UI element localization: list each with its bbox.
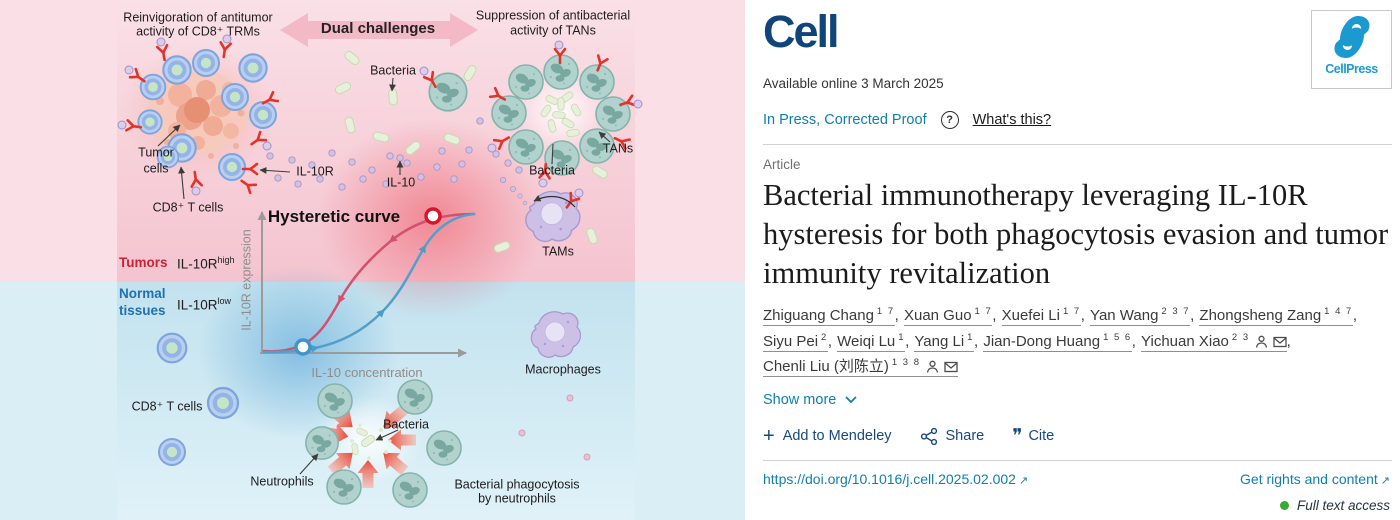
open-access-dot-icon xyxy=(1279,500,1289,510)
external-link-icon: ↗ xyxy=(1380,474,1390,487)
divider-top xyxy=(763,144,1392,146)
cellpress-logo[interactable]: CellPress xyxy=(1311,10,1392,89)
normal-tissues-label-line2: tissues xyxy=(119,303,166,318)
article-panel: Cell CellPress Available online 3 March … xyxy=(745,0,1400,520)
author-link[interactable]: Weiqi Lu 1 xyxy=(837,331,906,352)
tumors-il10r-high: IL-10Rhigh xyxy=(177,255,235,272)
cd8-bottom-label: CD8⁺ T cells xyxy=(131,399,203,414)
figure-header-left-line2: activity of CD8⁺ TRMs xyxy=(136,24,260,39)
cellpress-icon xyxy=(1333,16,1370,58)
normal-tissues-label-line1: Normal xyxy=(119,286,166,301)
tumor-cells-label-line1: Tumor xyxy=(138,145,174,160)
tumors-label: Tumors xyxy=(119,255,168,270)
in-press-link[interactable]: In Press, Corrected Proof xyxy=(763,112,927,129)
author-link[interactable]: Yang Li 1 xyxy=(914,331,974,352)
phagocytosis-burst xyxy=(318,401,416,488)
phagocytosis-label-line2: by neutrophils xyxy=(478,491,556,506)
y-axis-label: IL-10R expression xyxy=(239,229,254,331)
hysteresis-plot xyxy=(257,207,476,358)
bacteria-cluster-label: Bacteria xyxy=(529,163,575,178)
external-link-icon: ↗ xyxy=(1018,474,1029,487)
tam-cell xyxy=(492,150,584,243)
cell-journal-logo[interactable]: Cell xyxy=(763,6,840,57)
tans-label: TANs xyxy=(602,141,634,156)
author-link-corresponding[interactable]: Chenli Liu (刘陈立) 1 3 8 xyxy=(763,357,958,378)
share-icon xyxy=(920,427,937,445)
doi-link[interactable]: https://doi.org/10.1016/j.cell.2025.02.0… xyxy=(763,470,1029,487)
low-state-dot xyxy=(294,338,312,356)
person-icon xyxy=(1255,335,1267,348)
author-link[interactable]: Xuefei Li 1 7 xyxy=(1001,306,1081,327)
author-link-corresponding[interactable]: Yichuan Xiao 2 3 xyxy=(1141,332,1287,352)
show-more-button[interactable]: Show more xyxy=(763,392,857,408)
hysteretic-curve-title: Hysteretic curve xyxy=(267,207,401,227)
person-icon xyxy=(926,360,938,373)
high-state-dot xyxy=(424,207,442,225)
normal-il10r-low: IL-10Rlow xyxy=(177,296,232,313)
cellpress-wordmark: CellPress xyxy=(1325,62,1378,76)
author-link[interactable]: Siyu Pei 2 xyxy=(763,331,828,352)
cd8-top-label: CD8⁺ T cells xyxy=(152,200,224,215)
author-link[interactable]: Jian-Dong Huang 1 5 6 xyxy=(983,331,1132,352)
author-link[interactable]: Xuan Guo 1 7 xyxy=(903,306,993,327)
neutrophils-label: Neutrophils xyxy=(250,474,314,489)
email-icon xyxy=(1272,336,1287,347)
divider-bottom xyxy=(763,459,1392,461)
graphical-abstract-art xyxy=(0,0,745,520)
label-arrows xyxy=(157,77,611,475)
dual-challenges-arrow xyxy=(280,13,478,47)
tumor-cells-label-line2: cells xyxy=(143,161,169,176)
whats-this-link[interactable]: What's this? xyxy=(972,112,1052,129)
il10-label: IL-10 xyxy=(386,175,416,190)
figure-header-right-line2: activity of TANs xyxy=(510,23,596,38)
il10r-label: IL-10R xyxy=(296,164,334,179)
status-row: In Press, Corrected Proof ? What's this? xyxy=(763,111,1392,130)
help-circle-icon[interactable]: ? xyxy=(940,111,959,130)
action-toolbar: + Add to Mendeley Share ❞ Cite xyxy=(763,425,1392,448)
author-link[interactable]: Zhongsheng Zang 1 4 7 xyxy=(1199,306,1353,327)
graphical-abstract: Reinvigoration of antitumor activity of … xyxy=(0,0,745,520)
rights-link[interactable]: Get rights and content ↗ xyxy=(1240,470,1390,487)
available-online-date: Available online 3 March 2025 xyxy=(763,76,944,92)
quote-icon: ❞ xyxy=(1012,425,1022,447)
author-list: Zhiguang Chang 1 7, Xuan Guo 1 7, Xuefei L… xyxy=(763,306,1357,378)
dual-challenges-label: Dual challenges xyxy=(320,20,436,38)
cite-button[interactable]: ❞ Cite xyxy=(1012,425,1055,447)
bacteria-bottom-label: Bacteria xyxy=(383,417,429,432)
x-axis-label: IL-10 concentration xyxy=(311,365,423,381)
share-button[interactable]: Share xyxy=(920,427,984,445)
article-type: Article xyxy=(763,157,801,173)
doi-row: https://doi.org/10.1016/j.cell.2025.02.0… xyxy=(763,471,1392,487)
figure-header-left-line1: Reinvigoration of antitumor xyxy=(123,10,273,25)
bacteria-top-label: Bacteria xyxy=(370,63,416,78)
add-to-mendeley-button[interactable]: + Add to Mendeley xyxy=(763,425,892,448)
email-icon xyxy=(943,362,958,373)
article-title: Bacterial immunotherapy leveraging IL-10… xyxy=(763,178,1389,291)
plus-icon: + xyxy=(763,425,775,448)
phagocytosis-label-line1: Bacterial phagocytosis xyxy=(454,477,580,492)
author-link[interactable]: Yan Wang 2 3 7 xyxy=(1090,306,1191,327)
access-row: Full text access xyxy=(763,498,1392,513)
access-label: Full text access xyxy=(1296,497,1390,513)
tams-label: TAMs xyxy=(542,244,574,259)
author-link[interactable]: Zhiguang Chang 1 7 xyxy=(763,306,895,327)
figure-header-right-line1: Suppression of antibacterial xyxy=(475,8,631,23)
chevron-down-icon xyxy=(845,396,857,404)
macrophages-label: Macrophages xyxy=(525,362,601,377)
